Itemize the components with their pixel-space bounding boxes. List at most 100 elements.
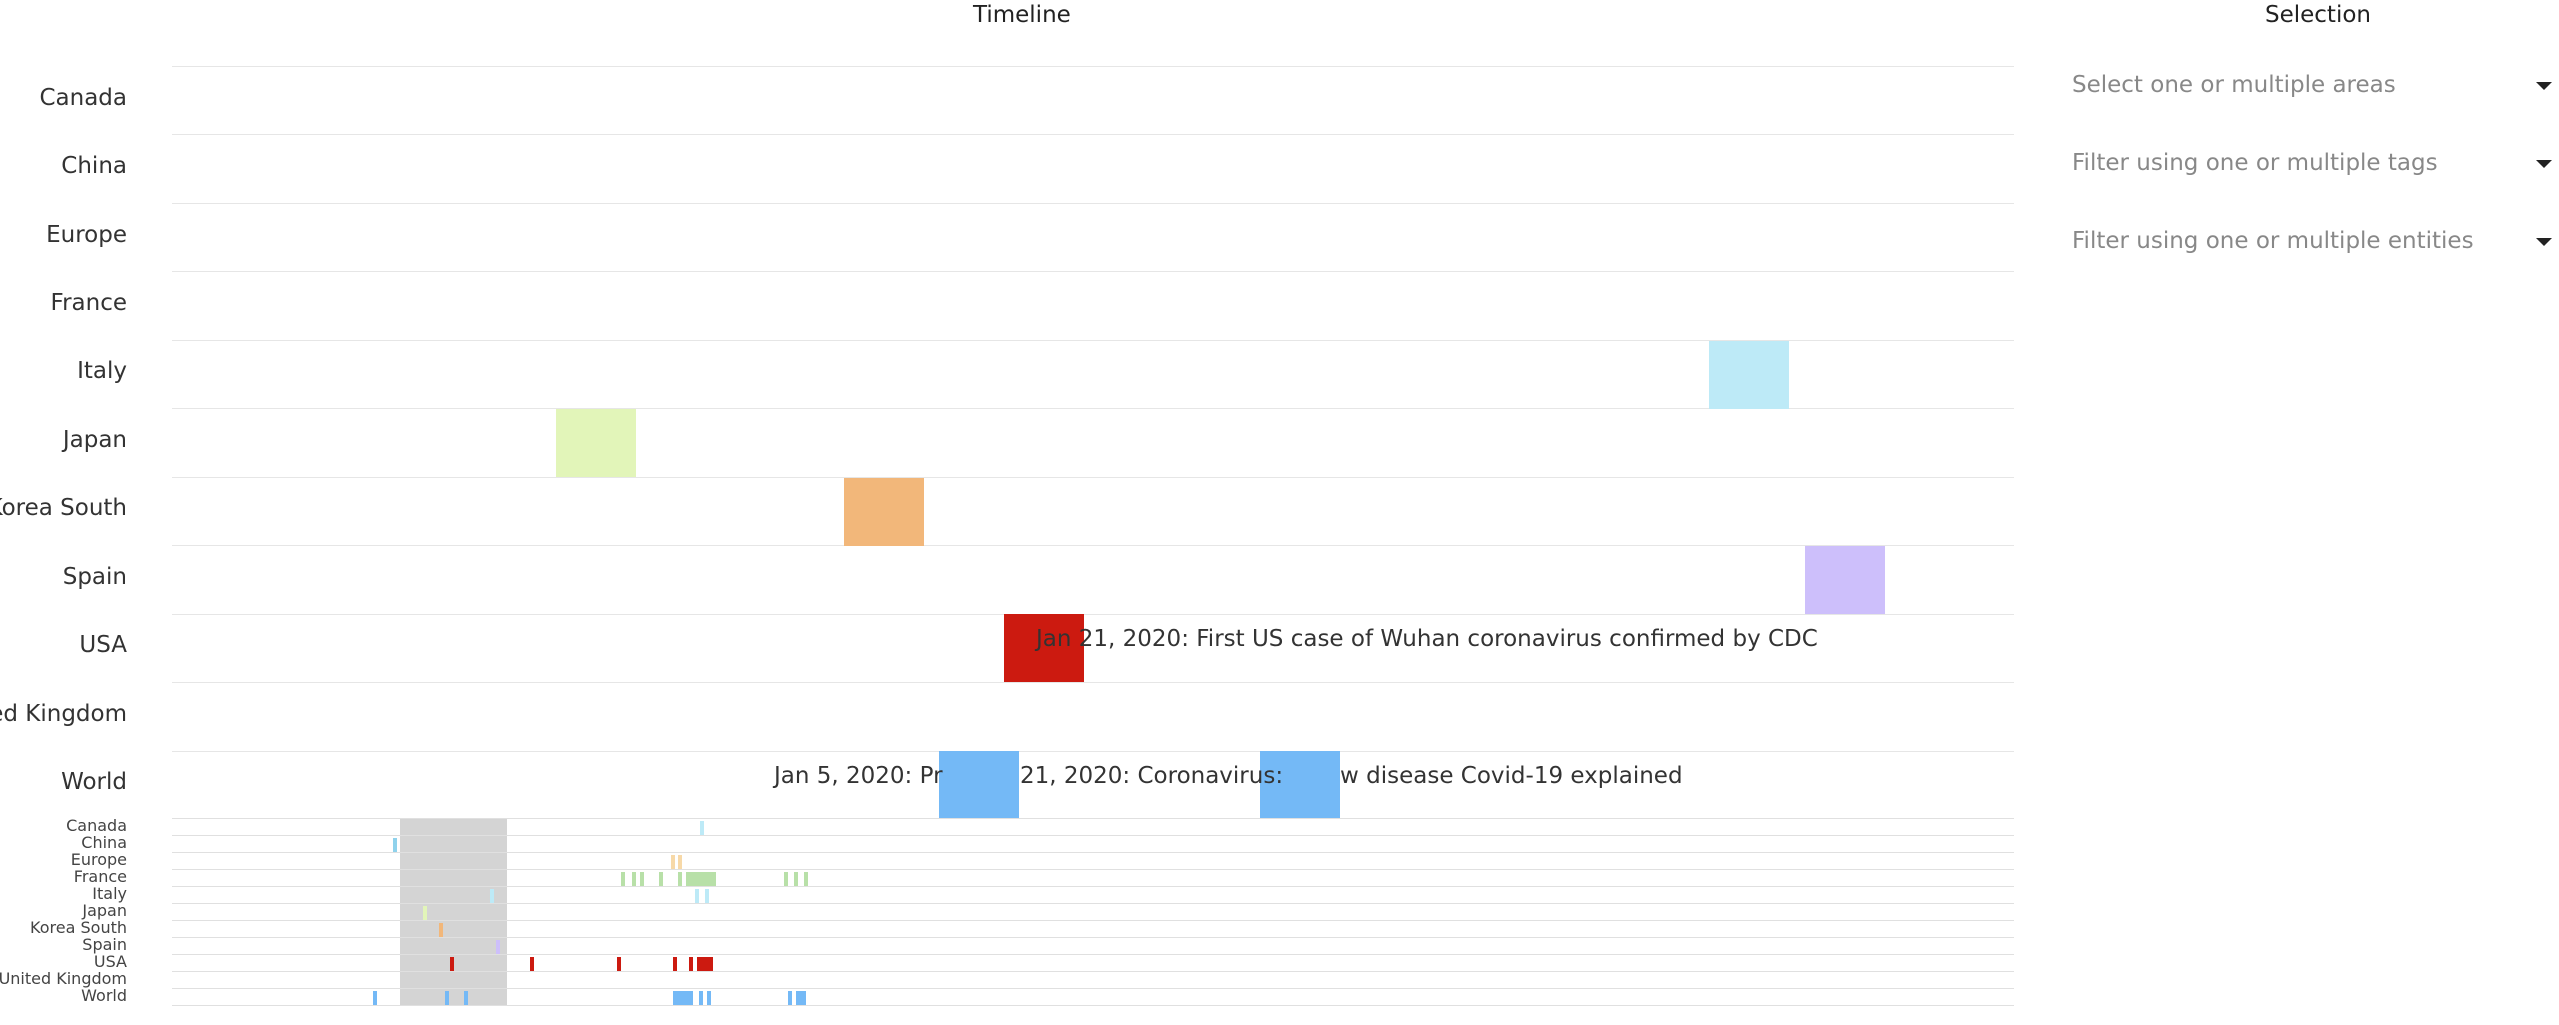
context-label-united-kingdom: United Kingdom	[0, 969, 127, 988]
context-label-world: World	[81, 986, 127, 1005]
row-label-spain: Spain	[62, 564, 127, 590]
context-tick	[671, 855, 675, 869]
row-label-japan: Japan	[62, 427, 127, 453]
event-block-spain[interactable]	[1805, 546, 1885, 614]
context-row-divider	[172, 835, 2014, 836]
selection-heading: Selection	[2265, 2, 2371, 28]
context-row-divider	[172, 852, 2014, 853]
context-label-france: France	[73, 867, 127, 886]
event-label-usa: Jan 21, 2020: First US case of Wuhan cor…	[1036, 626, 1818, 652]
row-divider	[172, 545, 2014, 546]
context-tick	[530, 957, 534, 971]
context-label-italy: Italy	[92, 884, 127, 903]
event-label-world: Jan 5, 2020: Pr	[774, 763, 943, 789]
context-tick	[678, 855, 682, 869]
context-tick	[423, 906, 427, 920]
timeline-heading: Timeline	[973, 2, 1071, 28]
context-tick	[373, 991, 377, 1005]
chevron-down-icon[interactable]	[2536, 82, 2552, 90]
context-tick	[490, 889, 494, 903]
context-tick	[617, 957, 621, 971]
context-tick	[445, 991, 449, 1005]
context-label-canada: Canada	[66, 816, 127, 835]
entities-select[interactable]: Filter using one or multiple entities	[2072, 222, 2552, 262]
context-row-divider	[172, 903, 2014, 904]
row-label-italy: Italy	[77, 358, 127, 384]
context-tick	[621, 872, 625, 886]
context-tick	[700, 821, 704, 835]
context-label-spain: Spain	[82, 935, 127, 954]
event-block-world[interactable]	[939, 751, 1019, 819]
context-row-divider	[172, 971, 2014, 972]
row-divider	[172, 477, 2014, 478]
context-tick	[632, 872, 636, 886]
context-tick	[699, 991, 703, 1005]
row-label-united-kingdom: United Kingdom	[0, 701, 127, 727]
context-tick	[705, 889, 709, 903]
row-divider	[172, 614, 2014, 615]
row-divider	[172, 751, 2014, 752]
chevron-down-icon[interactable]	[2536, 238, 2552, 246]
row-label-china: China	[61, 153, 127, 179]
context-tick	[450, 957, 454, 971]
row-label-europe: Europe	[46, 222, 127, 248]
context-label-japan: Japan	[82, 901, 127, 920]
areas-select[interactable]: Select one or multiple areas	[2072, 66, 2552, 106]
context-row-divider	[172, 886, 2014, 887]
entities-select-placeholder: Filter using one or multiple entities	[2072, 228, 2474, 254]
event-block-italy[interactable]	[1709, 341, 1789, 409]
context-row-divider	[172, 869, 2014, 870]
context-row-divider	[172, 920, 2014, 921]
context-row-divider	[172, 954, 2014, 955]
context-tick	[496, 940, 500, 954]
context-tick	[640, 872, 644, 886]
context-brush[interactable]	[400, 818, 507, 1006]
tags-select[interactable]: Filter using one or multiple tags	[2072, 144, 2552, 184]
row-divider	[172, 682, 2014, 683]
context-tick	[796, 991, 806, 1005]
context-tick	[784, 872, 788, 886]
context-row-divider	[172, 818, 2014, 819]
row-label-canada: Canada	[39, 85, 127, 111]
context-tick	[464, 991, 468, 1005]
event-block-japan[interactable]	[556, 409, 636, 477]
context-tick	[695, 889, 699, 903]
row-label-korea-south: Korea South	[0, 495, 127, 521]
context-tick	[678, 872, 682, 886]
event-block-korea-south[interactable]	[844, 478, 924, 546]
context-tick	[804, 872, 808, 886]
event-label-world: w disease Covid-19 explained	[1340, 763, 1683, 789]
event-block-world[interactable]	[1260, 751, 1340, 819]
context-label-china: China	[81, 833, 127, 852]
row-divider	[172, 340, 2014, 341]
context-label-usa: USA	[93, 952, 127, 971]
row-divider	[172, 66, 2014, 67]
context-tick	[788, 991, 792, 1005]
context-row-divider	[172, 988, 2014, 989]
context-tick	[686, 872, 716, 886]
event-block-usa[interactable]	[1004, 614, 1084, 682]
context-tick	[439, 923, 443, 937]
event-label-world: 21, 2020: Coronavirus:	[1020, 763, 1284, 789]
context-row-divider	[172, 937, 2014, 938]
areas-select-placeholder: Select one or multiple areas	[2072, 72, 2396, 98]
context-tick	[794, 872, 798, 886]
context-row-divider	[172, 1005, 2014, 1006]
tags-select-placeholder: Filter using one or multiple tags	[2072, 150, 2438, 176]
row-divider	[172, 134, 2014, 135]
context-tick	[673, 991, 693, 1005]
context-label-europe: Europe	[70, 850, 127, 869]
context-tick	[697, 957, 713, 971]
row-label-world: World	[61, 769, 127, 795]
chevron-down-icon[interactable]	[2536, 160, 2552, 168]
context-tick	[659, 872, 663, 886]
context-tick	[393, 838, 397, 852]
context-tick	[689, 957, 693, 971]
row-label-france: France	[50, 290, 127, 316]
context-tick	[707, 991, 711, 1005]
context-label-korea-south: Korea South	[30, 918, 127, 937]
row-divider	[172, 203, 2014, 204]
row-label-usa: USA	[79, 632, 127, 658]
row-divider	[172, 408, 2014, 409]
row-divider	[172, 271, 2014, 272]
